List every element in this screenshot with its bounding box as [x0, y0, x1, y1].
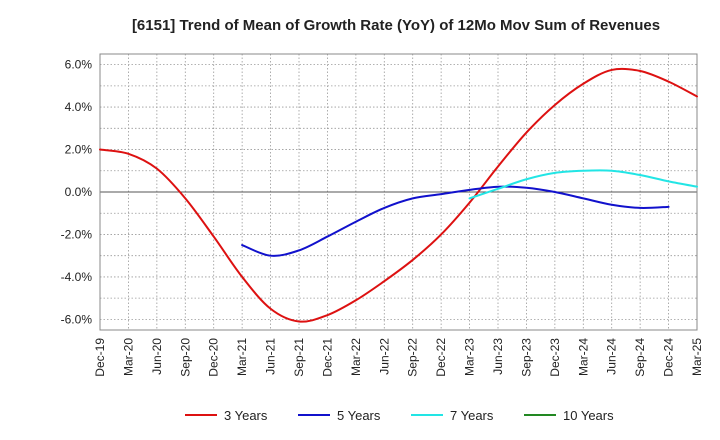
legend: 3 Years 5 Years 7 Years 10 Years	[185, 408, 614, 423]
x-tick-label: Dec-23	[548, 338, 562, 377]
y-tick-label: -6.0%	[61, 312, 93, 326]
y-tick-label: -2.0%	[61, 227, 93, 241]
x-tick-label: Mar-21	[235, 338, 249, 376]
x-tick-label: Jun-21	[264, 338, 278, 375]
y-tick-label: 0.0%	[65, 185, 93, 199]
y-tick-label: -4.0%	[61, 270, 93, 284]
y-tick-label: 6.0%	[65, 58, 93, 72]
legend-label-10-years: 10 Years	[563, 408, 614, 423]
chart-title: [6151] Trend of Mean of Growth Rate (YoY…	[132, 17, 660, 34]
x-tick-label: Dec-19	[93, 338, 107, 377]
x-tick-label: Mar-25	[690, 338, 704, 376]
plot-area	[99, 53, 698, 331]
x-tick-label: Dec-20	[207, 338, 221, 377]
x-tick-label: Mar-23	[463, 338, 477, 376]
x-tick-label: Dec-21	[320, 338, 334, 377]
x-tick-label: Sep-21	[292, 338, 306, 377]
series-line-3-years	[99, 67, 698, 323]
x-tick-label: Jun-24	[605, 338, 619, 375]
y-tick-label: 2.0%	[65, 143, 93, 157]
legend-label-5-years: 5 Years	[337, 408, 381, 423]
x-tick-label: Sep-22	[406, 338, 420, 377]
y-tick-label: 4.0%	[65, 100, 93, 114]
x-tick-label: Mar-24	[576, 338, 590, 376]
series-line-7-years	[468, 169, 698, 200]
grid	[100, 54, 697, 330]
x-tick-label: Dec-24	[662, 338, 676, 377]
legend-label-3-years: 3 Years	[224, 408, 268, 423]
x-tick-label: Jun-20	[150, 338, 164, 375]
series-line-5-years	[241, 185, 670, 257]
x-tick-label: Jun-23	[491, 338, 505, 375]
series-group	[99, 67, 698, 323]
x-tick-label: Sep-23	[519, 338, 533, 377]
x-tick-label: Jun-22	[377, 338, 391, 375]
x-axis: Dec-19 Mar-20 Jun-20 Sep-20 Dec-20 Mar-21 Jun-…	[93, 338, 704, 377]
x-tick-label: Mar-20	[121, 338, 135, 376]
x-tick-label: Sep-24	[633, 338, 647, 377]
x-tick-label: Mar-22	[349, 338, 363, 376]
x-tick-label: Sep-20	[178, 338, 192, 377]
legend-label-7-years: 7 Years	[450, 408, 494, 423]
y-axis: 6.0% 4.0% 2.0% 0.0% -2.0% -4.0% -6.0%	[61, 58, 93, 327]
x-tick-label: Dec-22	[434, 338, 448, 377]
